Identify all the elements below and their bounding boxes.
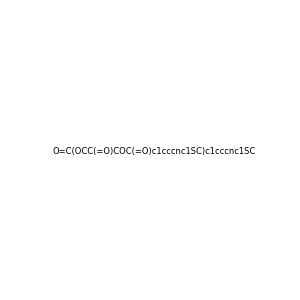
- Text: O=C(OCC(=O)COC(=O)c1cccnc1SC)c1cccnc1SC: O=C(OCC(=O)COC(=O)c1cccnc1SC)c1cccnc1SC: [52, 147, 255, 156]
